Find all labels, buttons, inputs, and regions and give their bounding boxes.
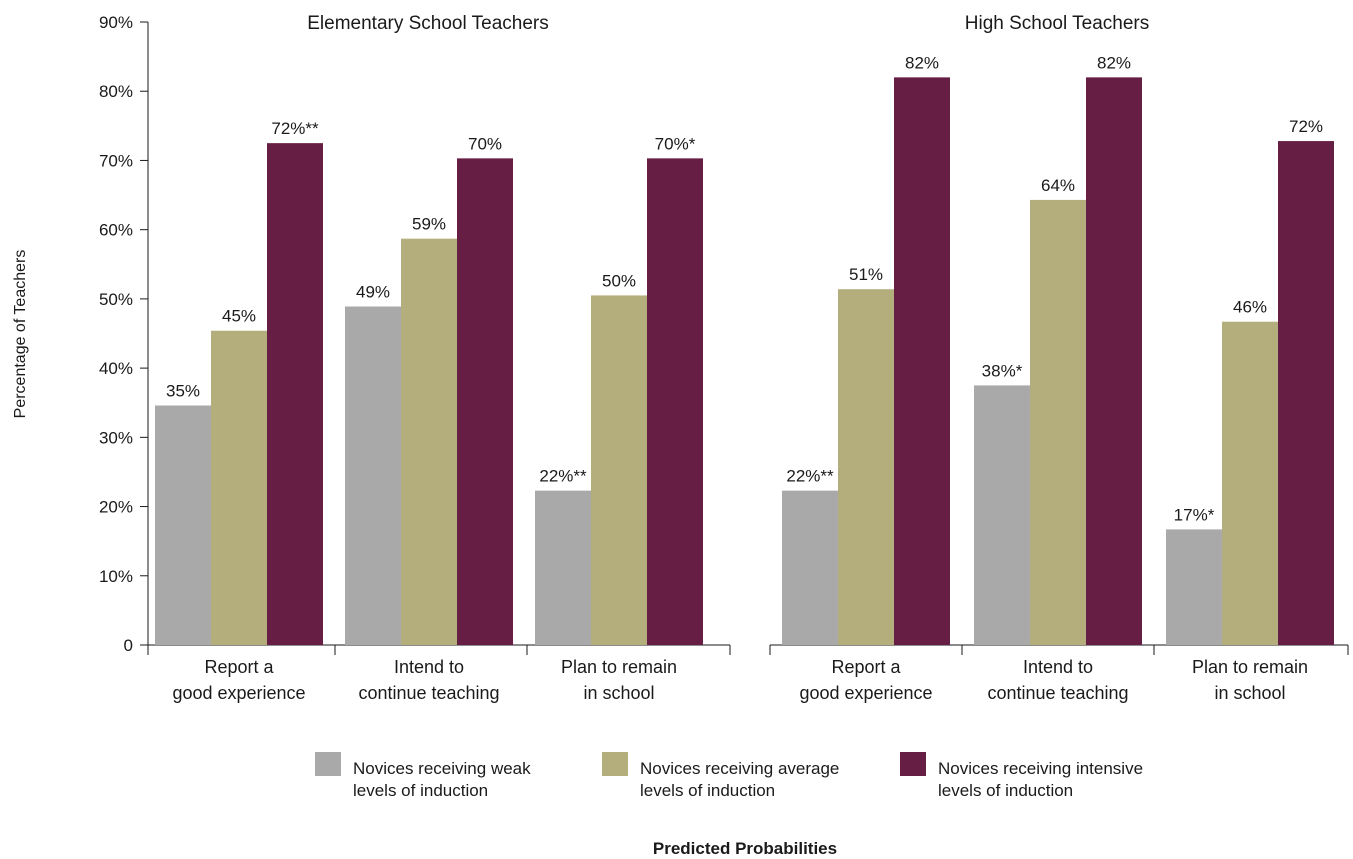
bar xyxy=(535,490,591,645)
bar-value-label: 22%** xyxy=(539,467,587,486)
y-tick-label: 70% xyxy=(99,151,133,170)
legend-swatch xyxy=(602,752,628,776)
y-tick-label: 50% xyxy=(99,290,133,309)
legend-label: Novices receiving weak xyxy=(353,759,531,778)
bar xyxy=(155,405,211,645)
bar xyxy=(211,330,267,645)
category-label: Intend to xyxy=(394,657,464,677)
bar-value-label: 45% xyxy=(222,307,256,326)
category-label: in school xyxy=(1214,683,1285,703)
y-tick-label: 40% xyxy=(99,359,133,378)
category-label: Report a xyxy=(204,657,274,677)
bar xyxy=(1278,141,1334,645)
bar-value-label: 50% xyxy=(602,271,636,290)
category-label: good experience xyxy=(799,683,932,703)
category-label: continue teaching xyxy=(987,683,1128,703)
bar xyxy=(1166,529,1222,645)
bar-value-label: 22%** xyxy=(786,467,834,486)
category-label: in school xyxy=(583,683,654,703)
bar-value-label: 17%* xyxy=(1174,505,1215,524)
bar xyxy=(457,158,513,645)
legend-swatch xyxy=(900,752,926,776)
y-tick-label: 30% xyxy=(99,428,133,447)
category-label: Plan to remain xyxy=(561,657,677,677)
bar-value-label: 72%** xyxy=(271,119,319,138)
bar-value-label: 51% xyxy=(849,265,883,284)
bar-value-label: 72% xyxy=(1289,117,1323,136)
category-label: Plan to remain xyxy=(1192,657,1308,677)
bar xyxy=(1030,199,1086,645)
panel-title: High School Teachers xyxy=(965,13,1149,34)
bar xyxy=(894,77,950,645)
bar xyxy=(267,143,323,645)
y-axis-title: Percentage of Teachers xyxy=(12,250,29,419)
legend-label: Novices receiving average xyxy=(640,759,839,778)
legend-label: Novices receiving intensive xyxy=(938,759,1143,778)
bar-value-label: 82% xyxy=(1097,53,1131,72)
x-axis-title: Predicted Probabilities xyxy=(653,839,837,858)
legend-label: levels of induction xyxy=(938,781,1073,800)
bar xyxy=(1086,77,1142,645)
y-tick-label: 10% xyxy=(99,567,133,586)
category-label: Report a xyxy=(831,657,901,677)
bar-value-label: 38%* xyxy=(982,361,1023,380)
bar-value-label: 64% xyxy=(1041,176,1075,195)
legend-label: levels of induction xyxy=(353,781,488,800)
bar xyxy=(838,289,894,645)
bar xyxy=(401,238,457,645)
bar-value-label: 82% xyxy=(905,53,939,72)
y-tick-label: 90% xyxy=(99,13,133,32)
y-tick-label: 60% xyxy=(99,221,133,240)
category-label: good experience xyxy=(172,683,305,703)
bar xyxy=(782,490,838,645)
category-label: Intend to xyxy=(1023,657,1093,677)
y-tick-label: 80% xyxy=(99,82,133,101)
bar-value-label: 35% xyxy=(166,381,200,400)
bar xyxy=(974,385,1030,645)
bar xyxy=(647,158,703,645)
legend-label: levels of induction xyxy=(640,781,775,800)
bar xyxy=(1222,321,1278,645)
bar-value-label: 46% xyxy=(1233,298,1267,317)
legend-swatch xyxy=(315,752,341,776)
bar xyxy=(345,306,401,645)
bar-value-label: 49% xyxy=(356,283,390,302)
panel-title: Elementary School Teachers xyxy=(307,13,549,34)
bar xyxy=(591,295,647,645)
bar-value-label: 70%* xyxy=(655,134,696,153)
bar-value-label: 59% xyxy=(412,215,446,234)
category-label: continue teaching xyxy=(358,683,499,703)
y-tick-label: 0 xyxy=(124,636,133,655)
bar-value-label: 70% xyxy=(468,134,502,153)
y-tick-label: 20% xyxy=(99,498,133,517)
